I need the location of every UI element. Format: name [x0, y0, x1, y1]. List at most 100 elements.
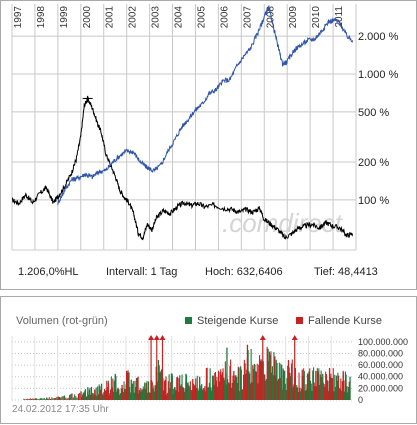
y-tick-labels: 2.000 % 1.000 % 500 % 200 % 100 % [358, 31, 399, 207]
volume-bar [250, 349, 252, 400]
volume-bar [180, 384, 182, 400]
volume-bar [206, 367, 208, 400]
volume-bar [173, 388, 175, 400]
volume-bar [227, 378, 229, 400]
volume-bar [237, 366, 239, 400]
volume-bar [339, 388, 341, 400]
volume-y-tick-label: 100.000.000 [358, 337, 408, 347]
volume-bar [129, 394, 131, 400]
volume-bar [230, 359, 232, 400]
volume-bar [33, 398, 35, 400]
volume-bar [161, 369, 163, 400]
volume-bar [154, 391, 156, 400]
x-tick-label: 2000 [82, 6, 93, 29]
volume-bar [119, 394, 121, 400]
volume-bar [309, 368, 311, 400]
volume-bar [104, 388, 106, 400]
volume-bar [101, 393, 103, 400]
volume-bar [75, 396, 77, 400]
volume-bar [146, 380, 148, 400]
volume-overflow-arrows [148, 335, 298, 400]
volume-bar [279, 378, 281, 400]
volume-bar [317, 371, 319, 400]
volume-bar [159, 372, 161, 400]
volume-bar [258, 364, 260, 400]
volume-bar [147, 392, 149, 400]
volume-bar [95, 387, 97, 400]
volume-bar-peak [46, 397, 48, 400]
volume-bar [235, 375, 237, 400]
volume-bar [188, 385, 190, 400]
volume-bar [285, 389, 287, 400]
volume-bar-peak [199, 376, 201, 400]
volume-bar-peak [349, 376, 351, 400]
volume-bar [175, 390, 177, 400]
volume-bar [116, 388, 118, 400]
volume-bar [72, 397, 74, 400]
volume-bar-peak [34, 398, 37, 400]
volume-bar-peak [192, 379, 194, 400]
volume-bar [184, 388, 186, 400]
volume-bar [303, 371, 305, 400]
volume-bar [148, 392, 150, 400]
volume-bar [24, 399, 26, 400]
volume-bar [216, 376, 218, 400]
volume-bar [194, 384, 196, 400]
volume-bar [183, 391, 185, 400]
volume-bar [283, 370, 285, 400]
volume-bar-peak [107, 382, 110, 400]
volume-bar [325, 371, 327, 400]
volume-bar [295, 386, 297, 400]
volume-bar [135, 386, 137, 400]
volume-y-tick-label: 0 [358, 395, 363, 405]
volume-bar-peak [57, 396, 59, 400]
volume-bar [246, 369, 248, 400]
volume-bar-peak [281, 365, 283, 400]
volume-bar [293, 384, 295, 400]
volume-bar [53, 398, 55, 400]
volume-bar [160, 371, 162, 400]
volume-bar [107, 387, 109, 400]
overflow-arrow-icon [148, 335, 155, 340]
volume-bar-peak [178, 377, 180, 400]
volume-bar [327, 381, 329, 400]
volume-bar [264, 374, 266, 400]
series-line-1 [57, 4, 354, 206]
volume-bar [255, 371, 257, 400]
volume-bar [60, 397, 62, 400]
volume-bar [170, 382, 172, 400]
volume-bar [296, 384, 298, 400]
x-tick-label: 2005 [196, 6, 207, 29]
volume-bar [204, 386, 206, 400]
volume-bar [278, 378, 280, 400]
volume-bar [321, 377, 323, 400]
volume-bar [257, 383, 259, 400]
volume-bar [104, 391, 106, 400]
volume-bar [177, 391, 179, 400]
price-chart-frame [0, 0, 417, 290]
stat-low: Tief: 48,4413 [314, 266, 378, 278]
volume-bar [252, 368, 254, 400]
volume-bar [348, 381, 350, 400]
volume-bar [198, 390, 200, 400]
volume-bar [132, 381, 134, 400]
volume-bar [92, 392, 94, 400]
volume-bar [143, 389, 145, 400]
volume-bar [271, 366, 273, 400]
volume-bar [183, 387, 185, 400]
volume-bar [278, 362, 280, 400]
x-tick-label: 2004 [174, 6, 185, 29]
volume-bar [230, 387, 232, 400]
volume-bar-peak [100, 383, 103, 400]
volume-bar-peak [144, 382, 146, 400]
volume-bar [180, 386, 182, 400]
volume-bar [304, 390, 306, 400]
volume-bar [333, 391, 335, 400]
volume-bar [271, 372, 273, 400]
volume-bar [243, 374, 245, 400]
volume-bar [110, 389, 112, 400]
volume-bar [61, 396, 63, 400]
volume-bar [306, 373, 308, 400]
volume-bar [222, 368, 224, 400]
